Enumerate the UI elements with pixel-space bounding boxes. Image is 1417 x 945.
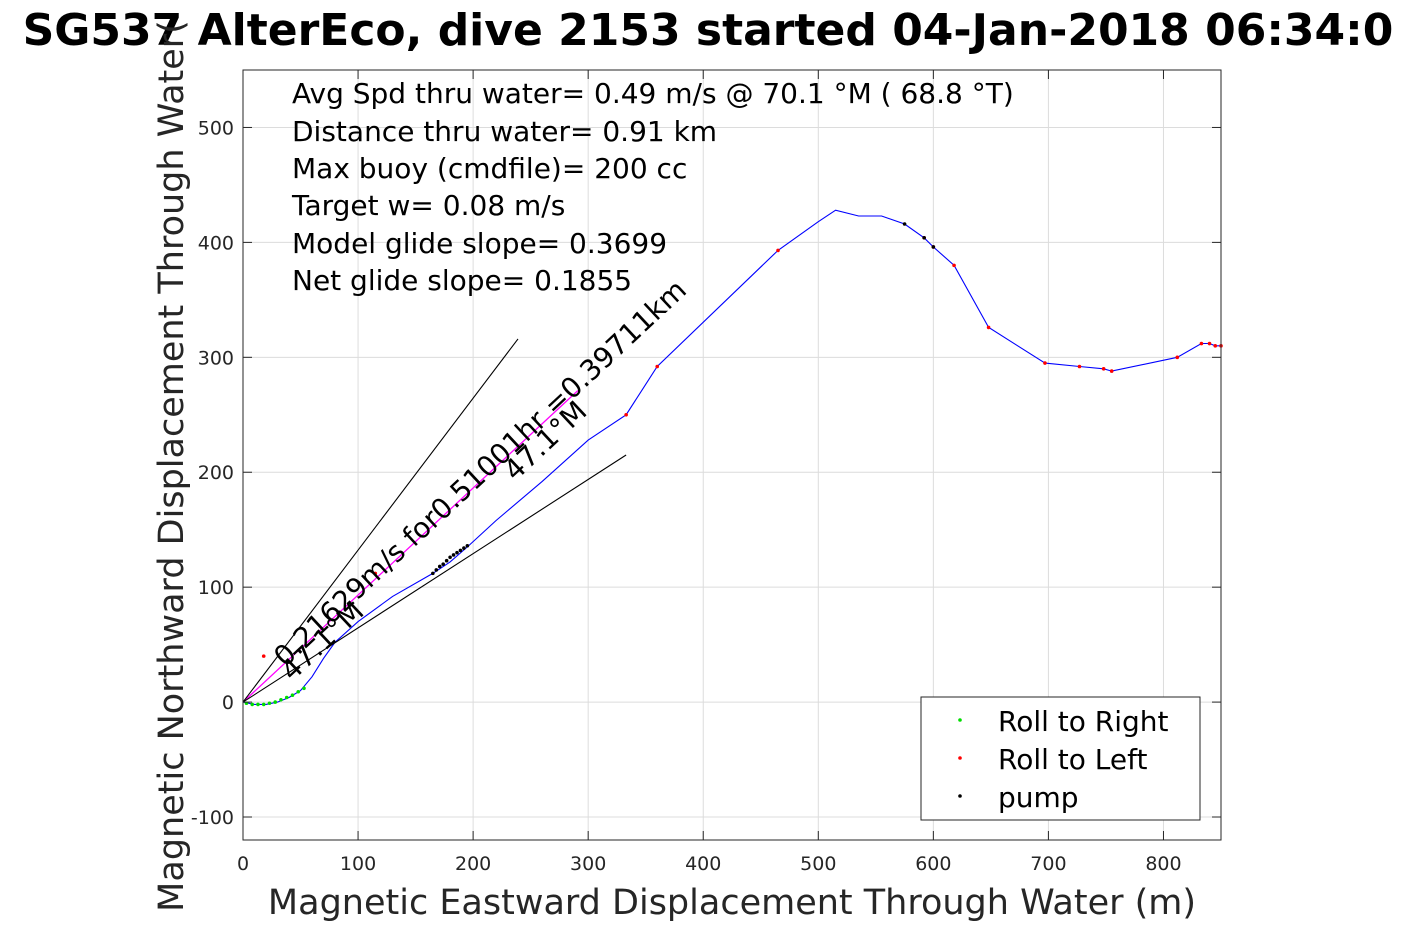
roll-left-marker <box>1213 344 1218 348</box>
roll-left-marker <box>655 364 660 369</box>
series-layer <box>242 209 1221 705</box>
roll-left-marker <box>1207 341 1212 346</box>
x-tick-label: 700 <box>1030 853 1066 875</box>
roll-right-marker <box>290 693 295 697</box>
roll-right-marker <box>261 702 266 707</box>
legend-marker-roll-left <box>958 756 962 760</box>
annotation-max-buoy: Max buoy (cmdfile)= 200 cc <box>292 152 687 185</box>
y-tick-label: 200 <box>198 462 234 484</box>
x-tick-label: 300 <box>570 853 606 875</box>
series-line-reference-2 <box>242 338 519 703</box>
roll-left-marker <box>373 571 378 576</box>
legend-label-pump: pump <box>998 781 1079 814</box>
y-tick-label: 0 <box>222 692 234 714</box>
roll-right-marker <box>250 702 255 707</box>
plot-frame <box>242 69 1222 841</box>
annotation-avg-speed: Avg Spd thru water= 0.49 m/s @ 70.1 °M (… <box>292 77 1014 110</box>
legend: Roll to Right Roll to Left pump <box>920 696 1201 821</box>
roll-left-marker <box>952 263 956 268</box>
y-tick-label: 500 <box>198 117 234 139</box>
pump-marker <box>902 222 907 226</box>
y-tick-label: 100 <box>198 577 234 599</box>
roll-left-marker <box>624 412 628 417</box>
roll-left-marker <box>1101 367 1106 371</box>
legend-box <box>920 696 1201 821</box>
roll-right-marker <box>302 686 306 691</box>
x-axis-label: Magnetic Eastward Displacement Through W… <box>268 883 1196 923</box>
chart-title: SG537 AlterEco, dive 2153 started 04-Jan… <box>23 5 1394 56</box>
roll-right-marker <box>279 697 283 702</box>
pump-marker <box>444 558 449 563</box>
legend-marker-pump <box>958 794 962 798</box>
pump-marker <box>465 543 470 548</box>
series-line-track-0 <box>242 209 1221 705</box>
x-tick-label: 600 <box>915 853 951 875</box>
x-tick-label: 400 <box>685 853 721 875</box>
x-tick-label: 0 <box>237 853 249 875</box>
roll-left-marker <box>776 248 780 253</box>
legend-marker-roll-right <box>958 718 962 722</box>
series-line-reference-3 <box>242 454 627 703</box>
roll-right-marker <box>267 701 272 706</box>
pump-marker <box>441 562 446 566</box>
annotation-net-glide: Net glide slope= 0.1855 <box>292 264 632 297</box>
roll-left-marker <box>1043 361 1047 365</box>
pump-marker <box>458 548 463 553</box>
roll-right-marker <box>273 700 278 704</box>
annotation-distance: Distance thru water= 0.91 km <box>292 115 717 148</box>
y-tick-label: 300 <box>198 347 234 369</box>
pump-marker <box>451 553 456 557</box>
x-tick-label: 100 <box>340 853 376 875</box>
annotation-target-w: Target w= 0.08 m/s <box>291 189 565 222</box>
marker-layer <box>244 222 1223 707</box>
pump-marker <box>448 555 452 560</box>
roll-right-marker <box>256 702 260 707</box>
y-axis-label: Magnetic Northward Displacement Through … <box>152 20 192 912</box>
pump-marker <box>431 571 435 576</box>
roll-right-marker <box>296 689 301 694</box>
pump-marker <box>931 245 936 249</box>
x-tick-label: 800 <box>1145 853 1181 875</box>
x-tick-label: 200 <box>455 853 491 875</box>
pump-marker <box>434 568 439 572</box>
x-tick-label: 500 <box>800 853 836 875</box>
annotation-model-glide: Model glide slope= 0.3699 <box>292 227 667 260</box>
stats-annotations: Avg Spd thru water= 0.49 m/s @ 70.1 °M (… <box>291 77 1014 297</box>
pump-marker <box>455 550 459 555</box>
roll-left-marker <box>1199 341 1204 346</box>
y-tick-label: 400 <box>198 232 234 254</box>
legend-label-roll-right: Roll to Right <box>998 705 1169 738</box>
series-line-current-1 <box>242 390 579 703</box>
pump-marker <box>922 235 926 240</box>
legend-label-roll-left: Roll to Left <box>998 743 1147 776</box>
roll-left-marker <box>261 654 266 658</box>
roll-left-marker <box>986 325 991 330</box>
roll-right-marker <box>284 695 289 700</box>
axis-ticks: 0 100 200 300 400 500 600 700 800 -100 0 100 200 300 4… <box>191 70 1221 875</box>
pump-marker <box>462 546 466 550</box>
pump-marker <box>437 564 442 569</box>
roll-left-marker <box>1109 369 1114 373</box>
roll-left-marker <box>1175 355 1180 360</box>
roll-left-marker <box>1077 364 1082 369</box>
y-tick-label: -100 <box>191 807 234 829</box>
